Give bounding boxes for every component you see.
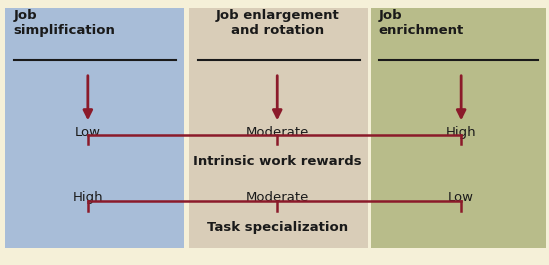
Text: High: High xyxy=(446,126,477,139)
Text: High: High xyxy=(72,191,103,204)
Text: Low: Low xyxy=(448,191,474,204)
Text: Low: Low xyxy=(75,126,101,139)
Text: Job enlargement
and rotation: Job enlargement and rotation xyxy=(215,9,339,37)
Text: Job
simplification: Job simplification xyxy=(14,9,116,37)
Text: Task specialization: Task specialization xyxy=(206,221,348,234)
Text: Job
enrichment: Job enrichment xyxy=(379,9,464,37)
Text: Moderate: Moderate xyxy=(245,191,309,204)
Text: Intrinsic work rewards: Intrinsic work rewards xyxy=(193,155,362,168)
Bar xyxy=(189,8,368,248)
Text: Moderate: Moderate xyxy=(245,126,309,139)
Bar xyxy=(5,8,184,248)
Bar xyxy=(371,8,546,248)
